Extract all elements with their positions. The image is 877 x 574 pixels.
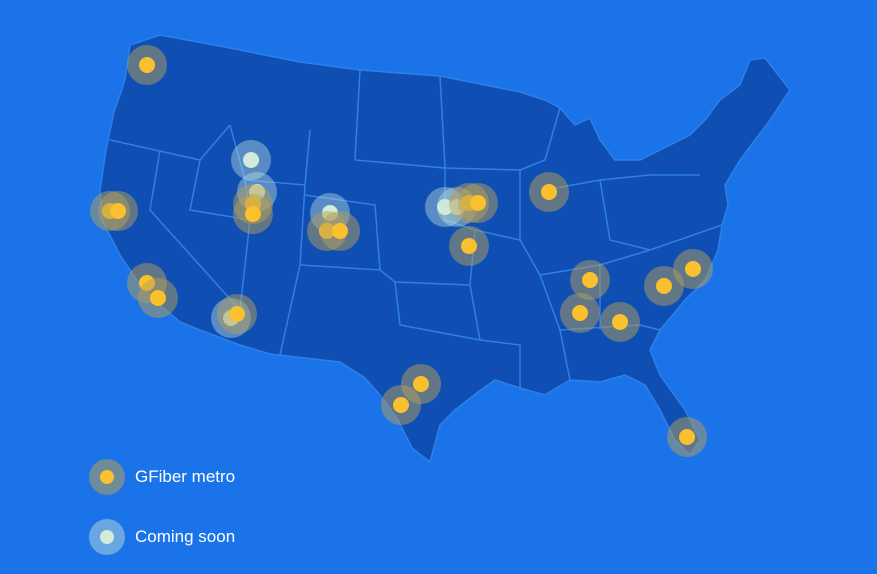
metro-marker[interactable] xyxy=(139,57,155,73)
legend-label-coming-soon: Coming soon xyxy=(135,527,236,546)
metro-marker[interactable] xyxy=(582,272,598,288)
metro-marker[interactable] xyxy=(541,184,557,200)
legend-label-metro: GFiber metro xyxy=(135,467,236,486)
metro-marker[interactable] xyxy=(572,305,588,321)
metro-marker-icon xyxy=(89,459,125,495)
metro-marker[interactable] xyxy=(461,238,477,254)
us-landmass xyxy=(99,34,791,464)
metro-marker[interactable] xyxy=(413,376,429,392)
metro-marker[interactable] xyxy=(470,195,486,211)
legend-item-coming-soon: Coming soon xyxy=(89,519,235,555)
metro-marker[interactable] xyxy=(229,306,245,322)
metro-marker[interactable] xyxy=(612,314,628,330)
legend-item-metro: GFiber metro xyxy=(89,459,235,495)
metro-marker[interactable] xyxy=(393,397,409,413)
metro-marker[interactable] xyxy=(245,206,261,222)
metro-marker[interactable] xyxy=(332,223,348,239)
metro-marker[interactable] xyxy=(110,203,126,219)
metro-marker[interactable] xyxy=(150,290,166,306)
coming-soon-marker-icon xyxy=(89,519,125,555)
coming-soon-marker[interactable] xyxy=(243,152,259,168)
metro-marker[interactable] xyxy=(656,278,672,294)
metro-marker[interactable] xyxy=(685,261,701,277)
metro-marker[interactable] xyxy=(679,429,695,445)
